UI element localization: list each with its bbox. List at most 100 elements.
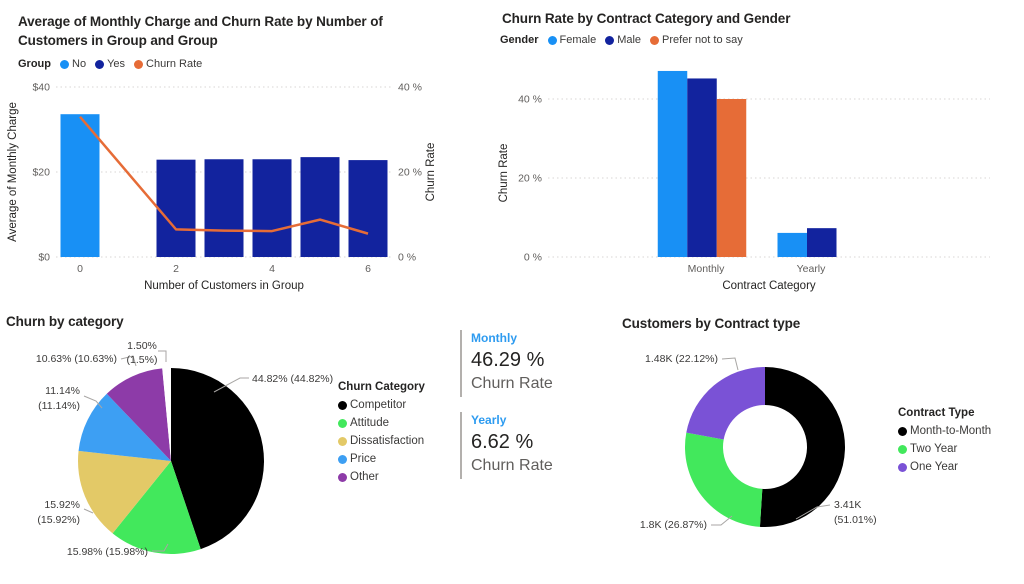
- visual-avg-charge-and-churn: Average of Monthly Charge and Churn Rate…: [0, 0, 480, 300]
- legend-item-male[interactable]: Male: [605, 34, 641, 46]
- legend-item-no[interactable]: No: [60, 58, 86, 70]
- data-label: (51.01%): [834, 514, 877, 526]
- x-axis-title: Contract Category: [722, 280, 816, 292]
- slice-month-to-month[interactable]: [759, 367, 846, 527]
- legend-item-one-year[interactable]: One Year: [898, 461, 958, 473]
- pie-chart-svg: 44.82% (44.82%) 15.98% (15.98%) 15.92% (15.…: [36, 340, 333, 558]
- y-axis-title-left: Average of Monthly Charge: [7, 102, 19, 242]
- legend-item-competitor[interactable]: Competitor: [338, 399, 406, 411]
- kpi-value: 6.62 %: [471, 431, 534, 453]
- axis-label: 0 %: [524, 252, 542, 264]
- legend-label: Prefer not to say: [662, 34, 743, 46]
- chart-title: Average of Monthly Charge and Churn Rate…: [18, 14, 383, 48]
- data-label: (11.14%): [38, 400, 80, 412]
- callout-leader-line: [711, 515, 733, 526]
- bar-group-yes-x5[interactable]: [300, 157, 340, 257]
- bar-group-yes-x4[interactable]: [252, 159, 292, 257]
- bar-group-yes-x3[interactable]: [204, 159, 244, 257]
- legend-title: Contract Type: [898, 407, 975, 419]
- data-label: 10.63% (10.63%): [36, 353, 117, 365]
- y-axis-title-right: Churn Rate: [425, 143, 437, 202]
- kpi-value: 46.29 %: [471, 349, 545, 371]
- callout-leader-line: [158, 350, 167, 362]
- legend-label: Other: [350, 471, 379, 483]
- churn-rate-line[interactable]: [79, 115, 369, 235]
- kpi-caption: Churn Rate: [471, 457, 553, 474]
- bar-monthly-female[interactable]: [657, 70, 688, 257]
- legend-item-yes[interactable]: Yes: [95, 58, 125, 70]
- axis-label: $40: [32, 82, 50, 94]
- legend-label: Male: [617, 34, 642, 46]
- callout-leader-line: [152, 543, 169, 552]
- callout-leader-line: [83, 508, 94, 514]
- legend-dot-icon: [547, 35, 557, 45]
- axis-label: 20 %: [398, 167, 422, 179]
- legend-item-attitude[interactable]: Attitude: [338, 417, 389, 429]
- legend-item-female[interactable]: Female: [547, 34, 596, 46]
- kpi-card-monthly[interactable]: Monthly 46.29 % Churn Rate: [460, 330, 610, 397]
- legend-label: Dissatisfaction: [350, 435, 425, 447]
- x-axis-title: Number of Customers in Group: [144, 280, 304, 292]
- legend-label: Churn Rate: [146, 58, 203, 70]
- chart-legend: Churn Category Competitor Attitude Dissatis…: [338, 381, 425, 483]
- legend-dot-icon: [134, 59, 144, 69]
- legend-dot-icon: [650, 35, 660, 45]
- slice-dissatisfaction[interactable]: [78, 450, 171, 534]
- legend-item-other[interactable]: Other: [338, 471, 379, 483]
- data-label: 15.98% (15.98%): [67, 546, 148, 558]
- data-label: 1.50%: [127, 340, 157, 352]
- legend-item-month-to-month[interactable]: Month-to-Month: [898, 425, 991, 437]
- callout-leader-line: [83, 395, 103, 409]
- data-label: 1.48K (22.12%): [645, 353, 718, 365]
- axis-label: 40 %: [398, 82, 422, 94]
- legend-dot-icon: [605, 35, 615, 45]
- kpi-panel: Monthly 46.29 % Churn Rate Yearly 6.62 %…: [460, 330, 610, 500]
- slice-attitude[interactable]: [112, 461, 201, 554]
- slice-one-year[interactable]: [686, 367, 765, 440]
- y-axis-title: Churn Rate: [498, 144, 510, 203]
- bar-group-no-x0[interactable]: [60, 114, 100, 257]
- chart-title: Customers by Contract type: [622, 316, 801, 331]
- legend-item-prefer-not-to-say[interactable]: Prefer not to say: [650, 34, 743, 46]
- slice-price[interactable]: [78, 393, 171, 461]
- slice-two-year[interactable]: [685, 432, 763, 527]
- callout-leader-line: [213, 377, 249, 393]
- bar-monthly-male[interactable]: [687, 78, 717, 258]
- legend-title: Churn Category: [338, 381, 425, 393]
- legend-label: One Year: [910, 461, 958, 473]
- legend-dot-icon: [60, 59, 69, 69]
- legend-dot-icon: [338, 454, 347, 464]
- axis-label: Yearly: [797, 263, 827, 275]
- slice-competitor[interactable]: [171, 368, 264, 550]
- slice-other[interactable]: [106, 368, 171, 461]
- kpi-card-yearly[interactable]: Yearly 6.62 % Churn Rate: [460, 412, 610, 479]
- legend-title: Gender: [500, 34, 539, 46]
- legend-item-two-year[interactable]: Two Year: [898, 443, 957, 455]
- legend-item-dissatisfaction[interactable]: Dissatisfaction: [338, 435, 424, 447]
- combo-chart-svg: $0 0 % $20 20 % $40 40 % 0 2 4 6 Number of Custome…: [7, 82, 437, 293]
- legend-dot-icon: [338, 418, 347, 428]
- kpi-label: Yearly: [471, 413, 507, 427]
- data-label: 11.14%: [45, 385, 80, 397]
- data-label: 44.82% (44.82%): [252, 373, 333, 385]
- slice-blank[interactable]: [162, 368, 171, 461]
- axis-label: 4: [269, 263, 275, 275]
- callout-leader-line: [795, 504, 831, 520]
- axis-label: $20: [32, 167, 50, 179]
- bar-yearly-female[interactable]: [777, 232, 808, 257]
- legend-item-churn-rate[interactable]: Churn Rate: [134, 58, 202, 70]
- chart-title: Churn by category: [6, 314, 124, 329]
- legend-dot-icon: [898, 426, 907, 436]
- bar-group-yes-x6[interactable]: [348, 160, 388, 257]
- bar-yearly-male[interactable]: [807, 228, 837, 257]
- visual-churn-by-category-pie: Churn by category 44.82% (44.82%) 15.98% …: [0, 305, 450, 584]
- bar-group-yes-x2[interactable]: [156, 159, 196, 257]
- legend-item-price[interactable]: Price: [338, 453, 376, 465]
- axis-label: 2: [173, 263, 179, 275]
- legend-label: Two Year: [910, 443, 958, 455]
- bar-monthly-prefer-not-to-say[interactable]: [716, 99, 747, 257]
- axis-label: 6: [365, 263, 371, 275]
- data-label: 1.8K (26.87%): [640, 519, 707, 531]
- legend-dot-icon: [338, 472, 347, 482]
